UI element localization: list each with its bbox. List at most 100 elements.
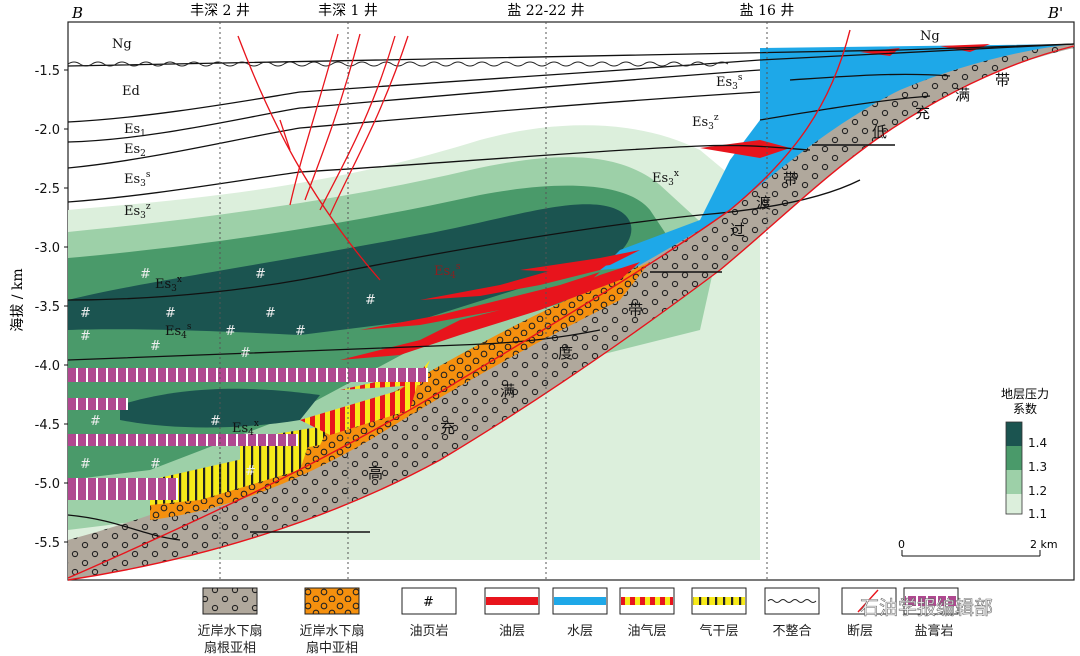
scale-start: 0 [898, 538, 905, 551]
y-tick-label: -3.0 [35, 241, 60, 256]
svg-text:度: 度 [558, 344, 573, 362]
svg-text:Es3z: Es3z [692, 113, 719, 132]
pressure-tick: 1.2 [1028, 484, 1047, 498]
legend-label: 扇根亚相 [204, 640, 256, 656]
y-tick-label: -5.5 [35, 536, 60, 551]
svg-text:#: # [225, 324, 236, 339]
svg-text:Es3s: Es3s [124, 170, 151, 189]
svg-text:Es3x: Es3x [155, 275, 182, 294]
svg-text:#: # [80, 329, 91, 344]
salt-layer-2 [68, 398, 128, 410]
svg-text:过: 过 [730, 221, 745, 239]
section-left-end: B [71, 4, 83, 22]
salt-layer-4 [68, 478, 178, 500]
svg-text:充: 充 [440, 419, 455, 437]
legend-label: 盐膏岩 [914, 623, 953, 639]
svg-text:#: # [365, 293, 376, 308]
svg-text:Es4s: Es4s [165, 322, 192, 341]
svg-text:#: # [265, 306, 276, 321]
pressure-tick: 1.4 [1028, 436, 1047, 450]
pressure-zone-annotations: 带 满 充 低 带 渡 过 带 度 满 充 高 [368, 71, 1010, 482]
legend-label: 气干层 [699, 623, 738, 639]
svg-text:#: # [80, 306, 91, 321]
zone-dividers [250, 144, 895, 533]
svg-text:满: 满 [500, 382, 515, 400]
strata-labels: Ng Ng Ed Es1 Es2 Es3s Es3z Es3s Es3z Es3… [112, 29, 940, 438]
svg-text:带: 带 [628, 301, 643, 319]
legend-label: 油气层 [627, 623, 666, 639]
svg-text:满: 满 [955, 86, 970, 104]
section-right-end: B' [1047, 4, 1063, 22]
well-label: 丰深 1 井 [318, 3, 378, 19]
legend-swatch-fault [841, 587, 897, 615]
svg-text:充: 充 [915, 104, 930, 122]
svg-text:#: # [255, 267, 266, 282]
y-tick-label: -3.5 [35, 300, 60, 315]
scale-bar: 0 2 km [898, 538, 1058, 557]
svg-text:Es4x: Es4x [232, 419, 259, 438]
svg-text:Ng: Ng [112, 37, 132, 52]
y-axis: -1.5 -2.0 -2.5 -3.0 -3.5 -4.0 -4.5 -5.0 … [35, 64, 60, 551]
svg-text:#: # [80, 457, 91, 472]
y-tick-label: -4.5 [35, 418, 60, 433]
pressure-legend-title: 地层压力 [1001, 387, 1049, 401]
svg-text:Es4s: Es4s [434, 262, 461, 281]
svg-text:渡: 渡 [756, 194, 771, 212]
scale-end: 2 km [1030, 538, 1058, 551]
legend-label: 扇中亚相 [306, 640, 358, 656]
well-lines [219, 22, 768, 580]
svg-text:Es1: Es1 [124, 122, 146, 139]
lithology-legend: # 近岸水下扇 扇根亚相 近岸水下扇 扇中亚相 油页岩 油层 水层 油气层 气干… [197, 587, 959, 656]
pressure-tick: 1.3 [1028, 460, 1047, 474]
fan-root-body [68, 44, 1074, 580]
y-tick-label: -2.5 [35, 182, 60, 197]
svg-text:Es3z: Es3z [124, 202, 151, 221]
svg-text:#: # [423, 595, 434, 610]
legend-label: 不整合 [772, 624, 811, 639]
pressure-tick: 1.1 [1028, 507, 1047, 521]
svg-text:高: 高 [368, 464, 383, 482]
svg-text:带: 带 [783, 170, 798, 188]
salt-layer-1 [68, 368, 428, 382]
svg-text:#: # [245, 464, 256, 479]
svg-text:Ed: Ed [122, 84, 140, 99]
horizon-lines [68, 43, 1075, 541]
legend-label: 断层 [847, 624, 873, 639]
svg-text:低: 低 [872, 123, 887, 141]
svg-text:#: # [295, 324, 306, 339]
pressure-legend-title: 系数 [1013, 401, 1037, 416]
y-tick-label: -5.0 [35, 477, 60, 492]
y-tick-label: -4.0 [35, 359, 60, 374]
svg-text:Ng: Ng [920, 29, 940, 44]
basin-boundary [68, 29, 851, 579]
fault-lines [237, 33, 409, 281]
well-label: 盐 22-22 井 [507, 3, 584, 19]
watermark-text: 石油学报编辑部 [860, 597, 993, 619]
svg-text:Es3s: Es3s [716, 73, 743, 92]
salt-layer-3 [68, 434, 298, 446]
legend-swatch-oil-shale [401, 587, 457, 615]
svg-text:Es3x: Es3x [652, 169, 679, 188]
svg-text:#: # [165, 306, 176, 321]
svg-text:#: # [90, 414, 101, 429]
pressure-coefficient-legend: 地层压力 系数 1.4 1.3 1.2 1.1 [1001, 387, 1049, 521]
legend-label: 近岸水下扇 [197, 623, 262, 639]
y-tick-label: -2.0 [35, 123, 60, 138]
legend-swatch-fan-root [202, 587, 258, 615]
svg-text:Es2: Es2 [124, 142, 146, 159]
well-label: 盐 16 井 [740, 3, 795, 19]
svg-text:#: # [240, 346, 251, 361]
legend-label: 水层 [567, 624, 593, 639]
svg-text:#: # [150, 339, 161, 354]
legend-label: 近岸水下扇 [299, 623, 364, 639]
svg-text:#: # [210, 414, 221, 429]
oil-shale-symbols: # # # # # # # # # # # # # # # # [80, 267, 376, 479]
svg-text:带: 带 [995, 71, 1010, 89]
svg-text:#: # [140, 267, 151, 282]
y-axis-label: 海拔 / km [10, 268, 26, 331]
legend-label: 油层 [499, 624, 525, 639]
legend-swatch-fan-middle [304, 587, 360, 615]
y-tick-label: -1.5 [35, 64, 60, 79]
legend-label: 油页岩 [409, 624, 448, 639]
